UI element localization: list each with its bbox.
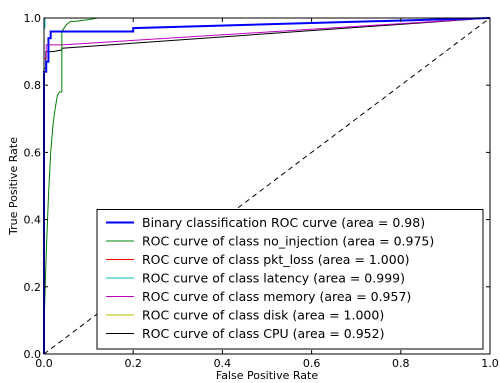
y-tick-label: 1.0	[24, 12, 42, 25]
legend-label: Binary classification ROC curve (area = …	[142, 215, 425, 230]
y-tick-label: 0.6	[24, 146, 42, 159]
legend-label: ROC curve of class CPU (area = 0.952)	[142, 326, 384, 341]
y-axis-label: True Positive Rate	[7, 137, 20, 236]
legend-label: ROC curve of class disk (area = 1.000)	[142, 308, 384, 323]
x-tick-label: 0.6	[303, 357, 321, 370]
x-tick-label: 0.4	[214, 357, 232, 370]
y-tick-label: 0.0	[24, 348, 42, 361]
legend-label: ROC curve of class latency (area = 0.999…	[142, 271, 405, 286]
roc-curve-1	[43, 17, 490, 354]
y-tick-label: 0.2	[24, 281, 42, 294]
x-tick-label: 1.0	[481, 357, 499, 370]
plot-frame	[43, 17, 491, 355]
legend-label: ROC curve of class memory (area = 0.957)	[142, 289, 411, 304]
legend-label: ROC curve of class pkt_loss (area = 1.00…	[142, 252, 410, 267]
legend: Binary classification ROC curve (area = …	[96, 209, 484, 350]
x-tick-label: 0.2	[124, 357, 142, 370]
legend-label: ROC curve of class no_injection (area = …	[142, 234, 434, 249]
legend-box	[96, 209, 484, 350]
y-tick-label: 0.4	[24, 214, 42, 227]
ticks-layer: 0.0 0.2 0.4 0.6 0.8 1.0 0.0 0.2 0.4 0.6 0.8 1.0	[24, 12, 499, 370]
x-tick-label: 0.8	[392, 357, 410, 370]
roc-curve-0	[43, 17, 491, 354]
x-axis-label: False Positive Rate	[216, 369, 318, 382]
x-tick-label: 0.0	[35, 357, 53, 370]
y-tick-label: 0.8	[24, 79, 42, 92]
